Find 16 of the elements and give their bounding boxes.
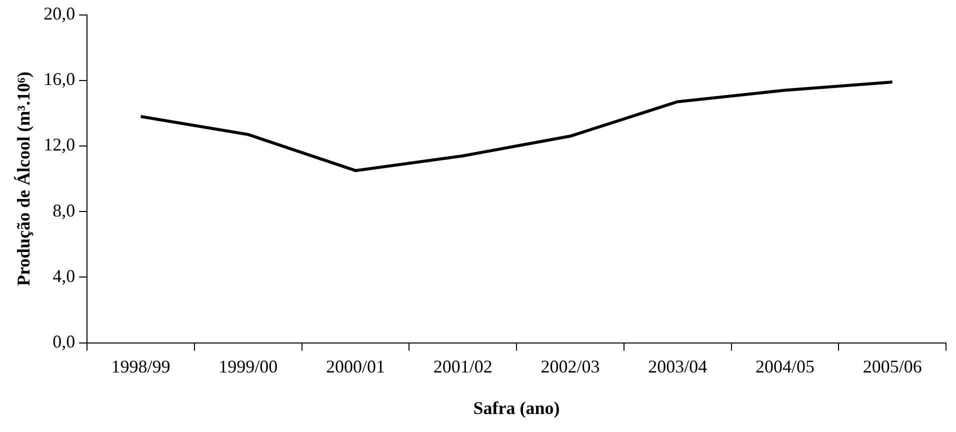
y-tick-label: 20,0: [44, 4, 76, 24]
x-tick-label: 2005/06: [862, 356, 922, 376]
y-tick-label: 16,0: [44, 69, 76, 90]
x-tick-label: 1999/00: [218, 356, 278, 376]
y-tick-label: 0,0: [52, 332, 76, 352]
x-axis-title: Safra (ano): [473, 398, 560, 418]
x-tick-label: 2003/04: [648, 356, 708, 376]
y-tick-label: 8,0: [52, 200, 76, 220]
x-tick-label: 2002/03: [540, 356, 600, 376]
y-tick-label: 4,0: [52, 266, 76, 286]
x-tick-label: 2004/05: [755, 356, 814, 376]
y-tick-label: 12,0: [44, 134, 76, 155]
x-tick-label: 1998/99: [111, 356, 170, 376]
x-tick-label: 2001/02: [433, 356, 492, 376]
x-tick-label: 2000/01: [326, 356, 386, 376]
y-axis-title: Produção de Álcool (m³.10⁶): [13, 72, 34, 286]
